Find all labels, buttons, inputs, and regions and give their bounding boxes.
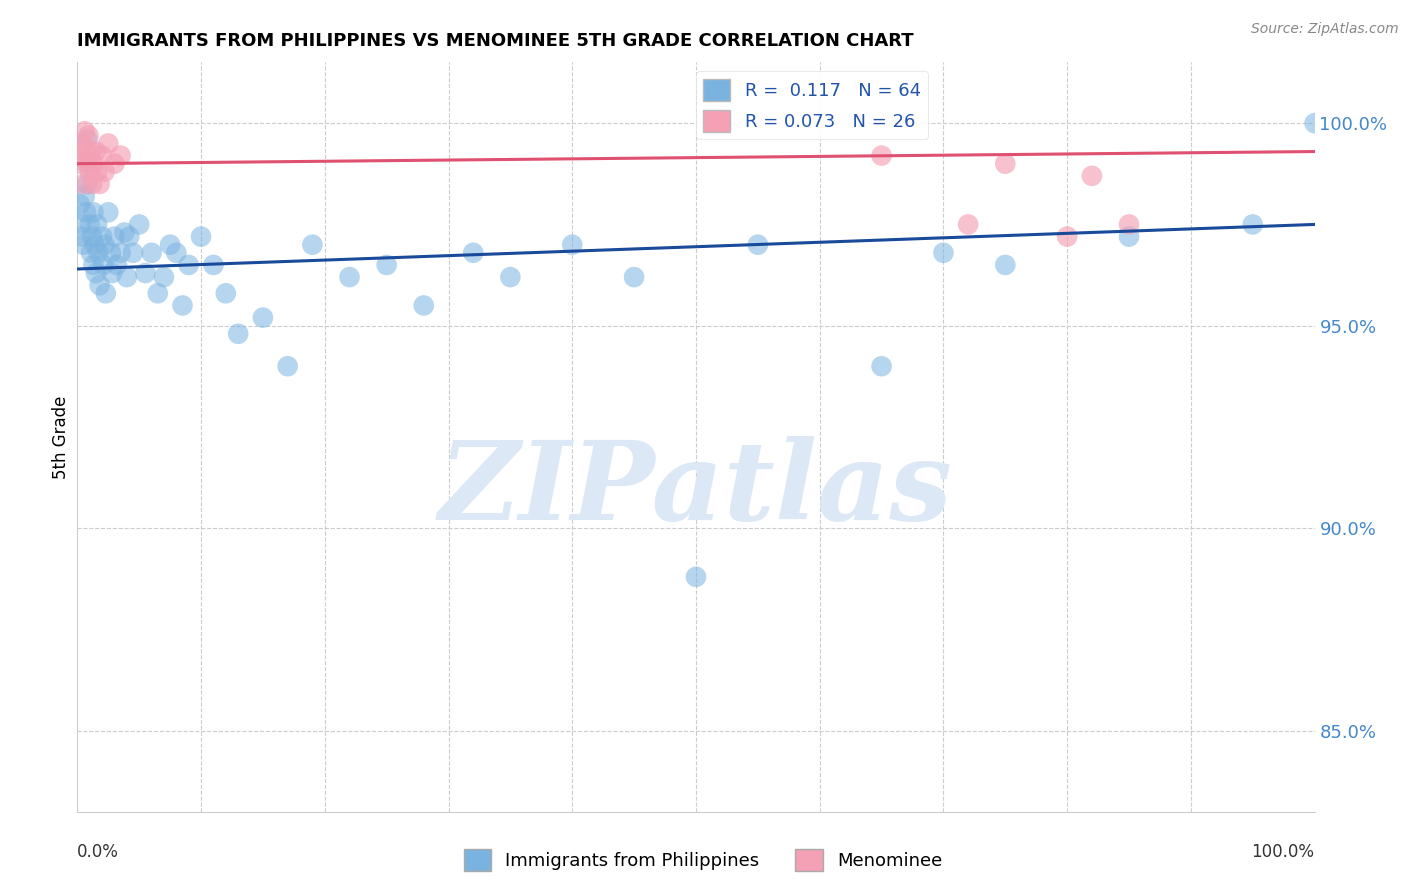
Point [128,218,150,232]
Point [1056,229,1078,244]
Point [82,205,104,219]
Point [73,189,96,203]
Point [110,148,132,162]
Point [141,245,163,260]
Point [97,136,120,151]
Point [89,177,111,191]
Point [93,237,115,252]
Point [80,245,103,260]
Text: 0.0%: 0.0% [77,843,120,861]
Point [89,278,111,293]
Point [101,266,124,280]
Point [1241,218,1264,232]
Point [75,145,97,159]
Point [747,237,769,252]
Point [994,157,1017,171]
Point [190,229,212,244]
Point [685,570,707,584]
Point [146,286,169,301]
Point [76,157,98,171]
Point [252,310,274,325]
Point [84,266,107,280]
Point [86,165,108,179]
Point [110,245,132,260]
Point [69,197,91,211]
Point [463,245,485,260]
Point [870,359,893,374]
Point [83,237,105,252]
Point [165,245,187,260]
Point [115,270,138,285]
Point [177,258,200,272]
Point [105,258,128,272]
Point [499,270,522,285]
Point [84,145,107,159]
Point [159,237,181,252]
Point [94,286,117,301]
Point [76,177,98,191]
Point [82,157,104,171]
Text: ZIPatlas: ZIPatlas [439,436,953,543]
Point [77,157,100,171]
Point [72,229,94,244]
Point [100,245,122,260]
Point [82,258,104,272]
Point [93,165,115,179]
Point [70,157,93,171]
Point [932,245,955,260]
Text: IMMIGRANTS FROM PHILIPPINES VS MENOMINEE 5TH GRADE CORRELATION CHART: IMMIGRANTS FROM PHILIPPINES VS MENOMINEE… [77,32,914,50]
Point [82,229,104,244]
Point [103,157,125,171]
Point [72,136,94,151]
Point [91,229,114,244]
Point [69,145,91,159]
Point [72,177,94,191]
Point [73,124,96,138]
Point [70,218,93,232]
Point [82,177,104,191]
Point [77,128,100,143]
Point [112,226,135,240]
Point [994,258,1017,272]
Point [1118,218,1140,232]
Point [122,245,145,260]
Point [76,132,98,146]
Point [412,298,434,312]
Text: 100.0%: 100.0% [1251,843,1315,861]
Point [75,205,97,219]
Point [91,258,114,272]
Point [172,298,194,312]
Point [301,237,323,252]
Point [375,258,398,272]
Point [103,229,125,244]
Point [561,237,583,252]
Point [118,229,141,244]
Point [80,145,103,159]
Point [97,205,120,219]
Point [1081,169,1104,183]
Point [87,245,110,260]
Point [1118,229,1140,244]
Point [79,165,101,179]
Point [215,286,238,301]
Point [153,270,176,285]
Point [202,258,225,272]
Point [870,148,893,162]
Point [134,266,156,280]
Point [226,326,249,341]
Point [957,218,980,232]
Point [1303,116,1326,130]
Point [623,270,645,285]
Text: Source: ZipAtlas.com: Source: ZipAtlas.com [1251,22,1399,37]
Y-axis label: 5th Grade: 5th Grade [52,395,70,479]
Legend: Immigrants from Philippines, Menominee: Immigrants from Philippines, Menominee [457,842,949,879]
Point [91,148,114,162]
Point [86,218,108,232]
Point [79,218,101,232]
Legend: R =  0.117   N = 64, R = 0.073   N = 26: R = 0.117 N = 64, R = 0.073 N = 26 [696,71,928,139]
Point [72,237,94,252]
Point [339,270,361,285]
Point [277,359,299,374]
